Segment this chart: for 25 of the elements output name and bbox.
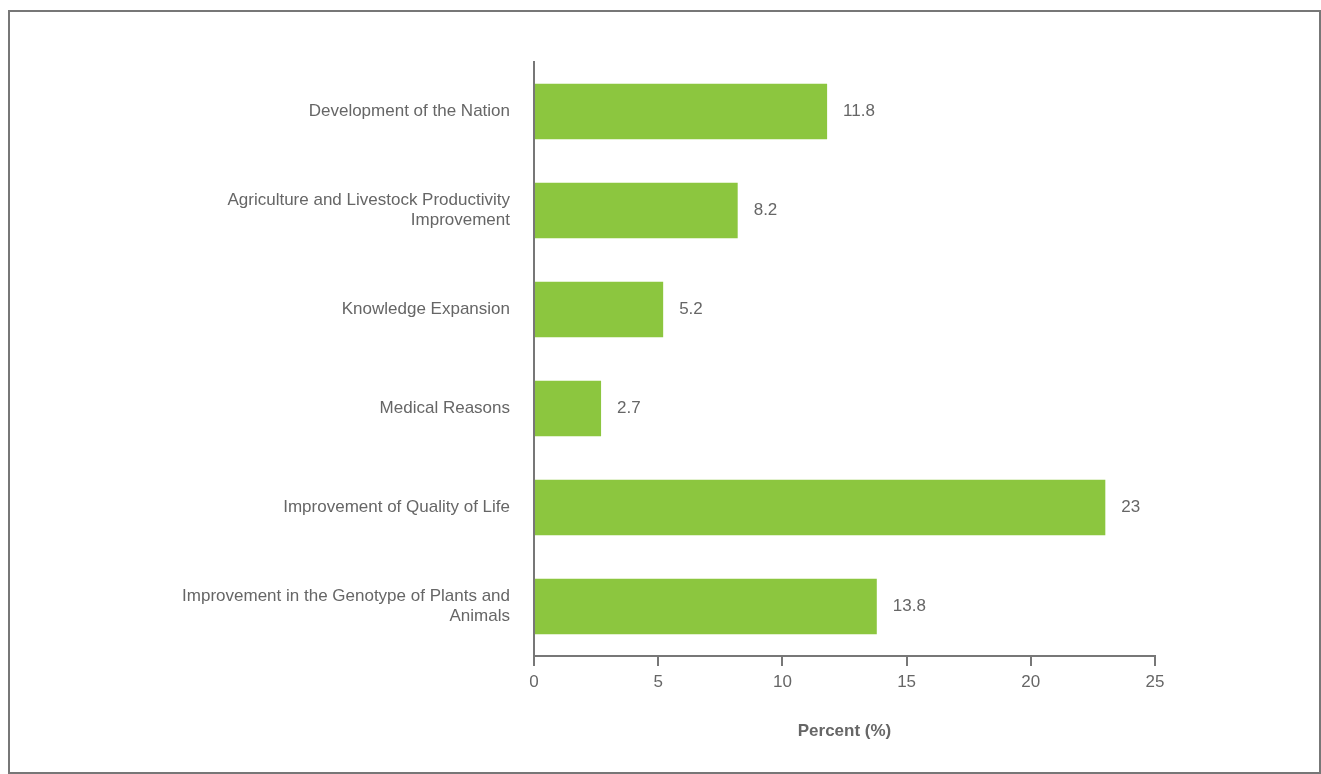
- bar: [535, 281, 664, 338]
- x-tick-label: 5: [653, 671, 663, 691]
- y-tick-label: Medical Reasons: [379, 398, 510, 418]
- y-tick-label: Knowledge Expansion: [341, 299, 510, 319]
- x-tick-label: 15: [897, 671, 917, 691]
- data-label: 11.8: [843, 101, 875, 121]
- x-tick-label: 10: [772, 671, 792, 691]
- bar: [535, 578, 877, 635]
- data-label: 5.2: [679, 299, 703, 319]
- y-tick-label: Agriculture and Livestock Productivity Improvement: [227, 189, 511, 230]
- y-tick-label: Improvement of Quality of Life: [283, 497, 510, 517]
- x-tick-label: 0: [529, 671, 539, 691]
- y-tick-label: Development of the Nation: [308, 101, 510, 121]
- data-label: 13.8: [892, 596, 926, 616]
- data-label: 8.2: [753, 200, 778, 220]
- data-label: 2.7: [617, 398, 641, 418]
- y-tick-label: Improvement in the Genotype of Plants and Animals: [182, 585, 510, 626]
- bar: [535, 83, 828, 140]
- x-axis-title: Percent (%): [797, 721, 892, 741]
- x-tick-label: 20: [1021, 671, 1041, 691]
- bar: [535, 182, 738, 239]
- x-tick-label: 25: [1145, 671, 1165, 691]
- bar: [535, 479, 1106, 536]
- bar: [535, 380, 602, 437]
- data-label: 23: [1121, 497, 1141, 517]
